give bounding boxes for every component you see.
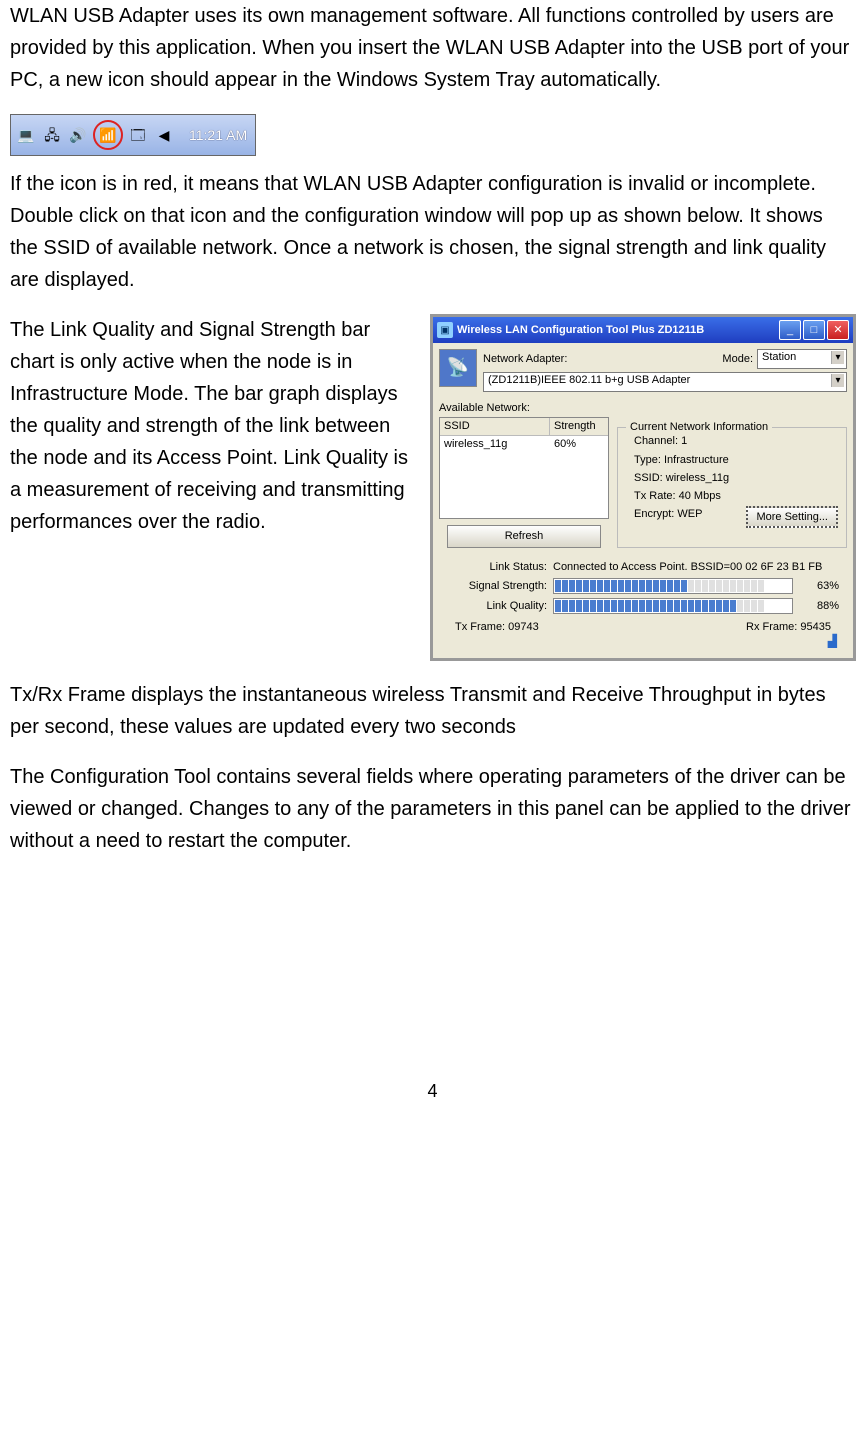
txrx-paragraph: Tx/Rx Frame displays the instantaneous w… — [10, 679, 855, 743]
tx-frame: Tx Frame: 09743 — [455, 620, 539, 634]
table-row[interactable]: wireless_11g 60% — [440, 436, 608, 452]
intro-paragraph: WLAN USB Adapter uses its own management… — [10, 0, 855, 96]
red-icon-paragraph: If the icon is in red, it means that WLA… — [10, 168, 855, 296]
cell-ssid: wireless_11g — [440, 436, 550, 452]
config-tool-paragraph: The Configuration Tool contains several … — [10, 761, 855, 857]
available-label: Available Network: — [439, 401, 847, 415]
refresh-button[interactable]: Refresh — [447, 525, 601, 547]
col-ssid: SSID — [440, 418, 550, 434]
wlan-tray-icon[interactable]: 📶 — [93, 120, 123, 150]
link-quality-label: Link Quality: — [447, 599, 553, 613]
monitors-icon: 💻 — [15, 124, 37, 146]
signal-strength-bar — [553, 578, 793, 594]
current-info-fieldset: Current Network Information Channel: 1 T… — [617, 427, 847, 547]
signal-strength-label: Signal Strength: — [447, 579, 553, 593]
link-quality-bar — [553, 598, 793, 614]
arrow-icon: ◀ — [153, 124, 175, 146]
cell-strength: 60% — [550, 436, 608, 452]
system-tray: 💻 🖧 🔊 📶 🗔 ◀ 11:21 AM — [10, 114, 256, 156]
info-ssid: SSID: wireless_11g — [626, 471, 838, 485]
info-txrate: Tx Rate: 40 Mbps — [626, 489, 838, 503]
maximize-button[interactable]: □ — [803, 320, 825, 340]
titlebar: ▣ Wireless LAN Configuration Tool Plus Z… — [433, 317, 853, 343]
adapter-label: Network Adapter: — [483, 352, 567, 366]
rx-frame: Rx Frame: 95435 — [746, 620, 831, 634]
info-channel: Channel: 1 — [626, 434, 838, 448]
mode-label: Mode: — [722, 352, 753, 366]
close-button[interactable]: ✕ — [827, 320, 849, 340]
adapter-icon: 📡 — [439, 349, 477, 387]
signal-strength-pct: 63% — [793, 579, 839, 593]
link-quality-pct: 88% — [793, 599, 839, 613]
corner-logo-icon: ▟ — [447, 634, 839, 650]
link-quality-paragraph: The Link Quality and Signal Strength bar… — [10, 314, 410, 538]
network-icon: 🖧 — [41, 124, 63, 146]
link-status-value: Connected to Access Point. BSSID=00 02 6… — [553, 560, 822, 574]
window-title: Wireless LAN Configuration Tool Plus ZD1… — [457, 323, 777, 337]
link-status-label: Link Status: — [447, 560, 553, 574]
config-window: ▣ Wireless LAN Configuration Tool Plus Z… — [430, 314, 856, 661]
adapter-select[interactable]: (ZD1211B)IEEE 802.11 b+g USB Adapter — [483, 372, 847, 392]
page-number: 4 — [10, 1077, 855, 1106]
info-type: Type: Infrastructure — [626, 453, 838, 467]
minimize-button[interactable]: _ — [779, 320, 801, 340]
fieldset-legend: Current Network Information — [626, 420, 772, 434]
more-setting-button[interactable]: More Setting... — [746, 506, 838, 528]
volume-icon: 🔊 — [67, 124, 89, 146]
clock: 11:21 AM — [179, 124, 247, 146]
col-strength: Strength — [550, 418, 608, 434]
mode-select[interactable]: Station — [757, 349, 847, 369]
network-list[interactable]: SSID Strength wireless_11g 60% — [439, 417, 609, 519]
window-icon: ▣ — [437, 322, 453, 338]
app-icon: 🗔 — [127, 124, 149, 146]
